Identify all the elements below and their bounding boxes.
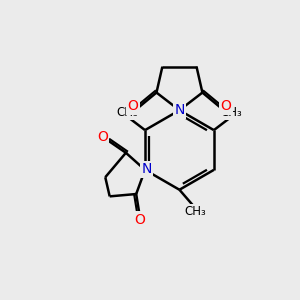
Text: N: N	[174, 103, 184, 117]
Text: O: O	[97, 130, 108, 145]
Text: CH₃: CH₃	[221, 106, 242, 119]
Text: O: O	[220, 99, 231, 113]
Text: CH₃: CH₃	[185, 205, 206, 218]
Text: N: N	[141, 162, 152, 176]
Text: CH₃: CH₃	[116, 106, 138, 119]
Text: O: O	[134, 213, 145, 226]
Text: O: O	[128, 99, 138, 113]
